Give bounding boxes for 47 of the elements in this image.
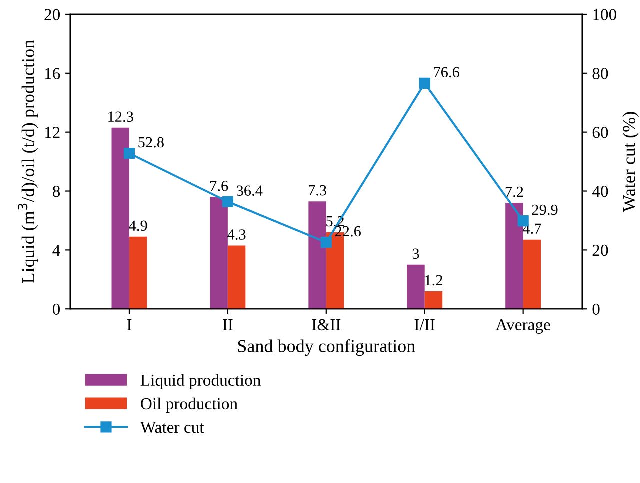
y-tick-label: 16 [45, 68, 60, 80]
data-label: 52.8 [138, 137, 164, 148]
data-label: 36.4 [237, 186, 263, 196]
bar [424, 291, 443, 310]
bar [523, 240, 542, 310]
bar [228, 246, 246, 310]
y-axis-title: Liquid (m$^{3}$/d)/oil (t/d) production [18, 40, 38, 284]
data-label: 3 [412, 248, 420, 260]
data-label: 1.2 [426, 275, 442, 286]
x-tick-label: Average [496, 319, 550, 334]
data-label: 7.6 [210, 181, 228, 192]
point [320, 236, 332, 248]
y-tick-label: 4 [52, 245, 60, 256]
point [124, 148, 136, 160]
bar [308, 202, 326, 310]
y-tick-label: 0 [52, 304, 60, 316]
y-tick-label: 20 [44, 9, 60, 20]
data-label: 29.9 [532, 204, 558, 216]
legend-label: Oil production [141, 398, 238, 413]
data-label: 22.6 [335, 226, 362, 237]
x-tick-label: II [222, 319, 233, 330]
data-label: 12.3 [108, 112, 134, 122]
legend-label: Water cut [140, 422, 204, 434]
x-tick-label: I&II [312, 319, 341, 331]
y2-tick-label: 80 [592, 68, 608, 80]
bar [129, 236, 148, 310]
bar [210, 197, 228, 310]
y-tick-label: 8 [52, 186, 60, 198]
x-tick-label: I/II [414, 319, 435, 331]
data-label: 76.6 [434, 67, 460, 78]
y2-tick-label: 100 [594, 9, 616, 20]
y2-tick-label: 60 [592, 127, 608, 138]
bar [506, 203, 524, 310]
data-label: 7.3 [308, 185, 326, 196]
y2-axis-title: Water cut (%) [622, 112, 640, 212]
point [419, 78, 430, 89]
point [222, 196, 234, 208]
y2-tick-label: 20 [592, 244, 608, 256]
bar [407, 264, 425, 310]
y2-tick-label: 40 [592, 186, 608, 198]
x-axis-title: Sand body configuration [238, 340, 416, 356]
bar [112, 128, 130, 310]
y2-tick-label: 0 [592, 304, 600, 316]
legend-label: Liquid production [140, 374, 261, 390]
data-label: 7.2 [506, 186, 524, 198]
y-tick-label: 12 [45, 127, 60, 138]
x-tick-label: I [127, 319, 132, 330]
